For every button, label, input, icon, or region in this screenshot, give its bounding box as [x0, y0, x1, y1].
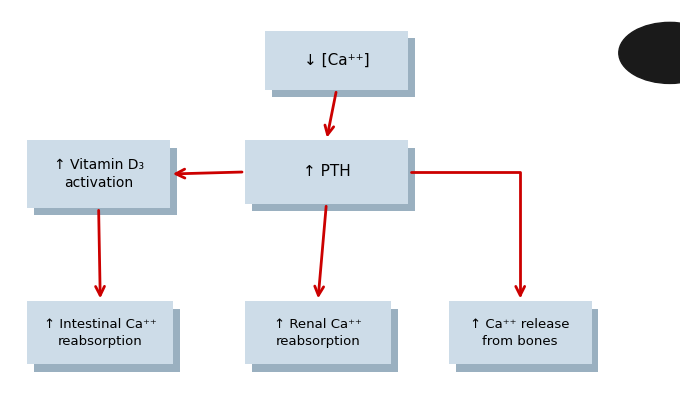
FancyBboxPatch shape — [449, 301, 592, 364]
Text: ↑ Ca⁺⁺ release
from bones: ↑ Ca⁺⁺ release from bones — [471, 318, 570, 348]
Text: ↓ [Ca⁺⁺]: ↓ [Ca⁺⁺] — [304, 53, 369, 68]
FancyBboxPatch shape — [27, 140, 170, 208]
FancyBboxPatch shape — [34, 148, 177, 215]
Text: ↑ Vitamin D₃
activation: ↑ Vitamin D₃ activation — [54, 158, 143, 190]
FancyBboxPatch shape — [456, 309, 598, 372]
Text: ↑ PTH: ↑ PTH — [303, 164, 350, 179]
FancyBboxPatch shape — [252, 148, 415, 211]
FancyBboxPatch shape — [265, 31, 408, 90]
Text: ↑ Renal Ca⁺⁺
reabsorption: ↑ Renal Ca⁺⁺ reabsorption — [274, 318, 362, 348]
FancyBboxPatch shape — [272, 38, 415, 97]
Circle shape — [619, 22, 680, 83]
FancyBboxPatch shape — [245, 301, 391, 364]
FancyBboxPatch shape — [245, 140, 408, 204]
Text: ↑ Intestinal Ca⁺⁺
reabsorption: ↑ Intestinal Ca⁺⁺ reabsorption — [44, 318, 156, 348]
FancyBboxPatch shape — [34, 309, 180, 372]
FancyBboxPatch shape — [252, 309, 398, 372]
FancyBboxPatch shape — [27, 301, 173, 364]
